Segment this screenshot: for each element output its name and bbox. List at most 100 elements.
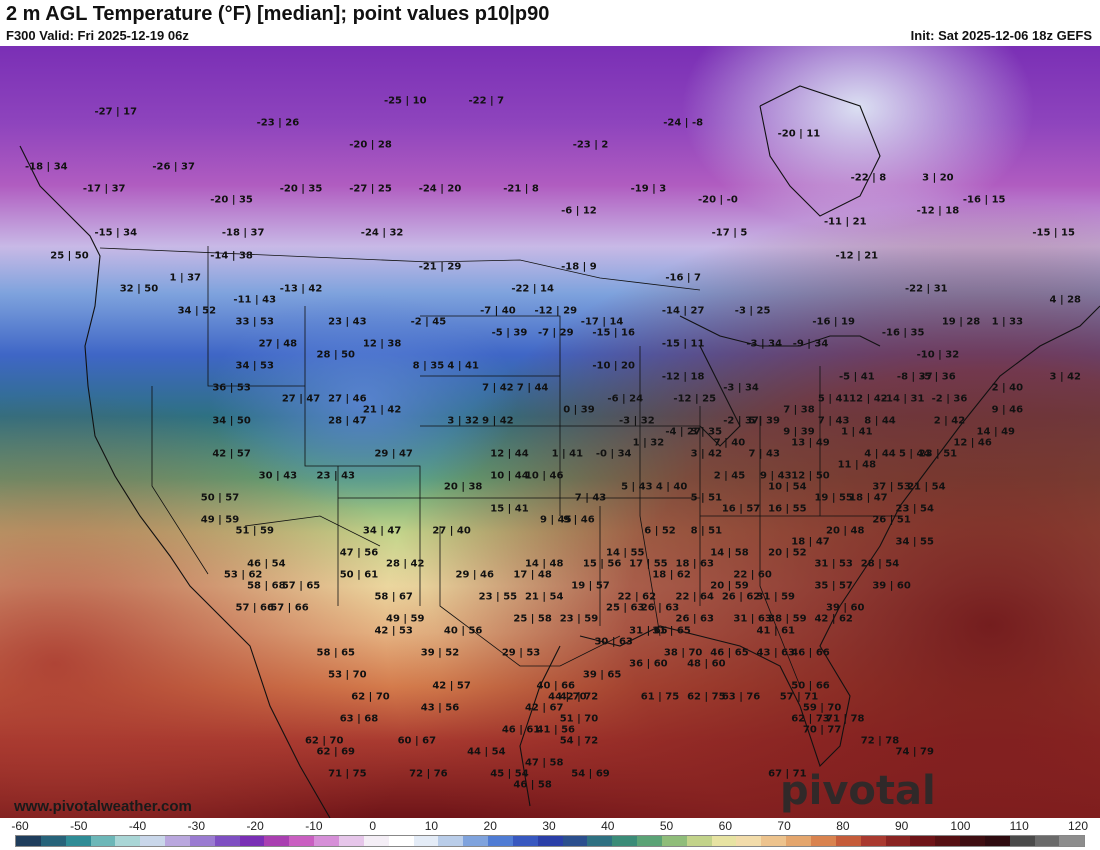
point-value-label: 12 | 42 [849, 393, 888, 405]
color-swatch [984, 836, 1010, 846]
point-value-label: 72 | 76 [409, 768, 448, 780]
color-swatch [885, 836, 911, 846]
point-value-label: -23 | 2 [572, 139, 609, 151]
color-swatch [65, 836, 91, 846]
color-swatch [910, 836, 936, 846]
point-value-label: -15 | 15 [1032, 227, 1075, 239]
point-value-label: 23 | 43 [316, 470, 356, 482]
point-value-label: 25 | 58 [513, 613, 552, 625]
point-value-label: -27 | 25 [349, 183, 392, 195]
color-swatch [16, 836, 41, 846]
color-swatch [140, 836, 166, 846]
color-swatch [1059, 836, 1085, 846]
point-value-label: 40 | 66 [536, 680, 576, 692]
point-value-label: 53 | 62 [223, 569, 263, 581]
point-value-label: 27 | 48 [258, 338, 298, 350]
point-value-label: 14 | 55 [606, 547, 645, 559]
point-value-label: -3 | 34 [746, 338, 783, 350]
color-scale-tick-label: -60 [11, 819, 29, 833]
point-value-label: -20 | 35 [210, 194, 253, 206]
point-value-label: 39 | 60 [826, 602, 865, 614]
point-value-label: 47 | 58 [524, 757, 564, 769]
point-value-label: -3 | 34 [723, 382, 759, 394]
color-scale-tick-label: -50 [70, 819, 88, 833]
point-value-label: 62 | 75 [687, 691, 726, 703]
point-value-label: 19 | 55 [814, 492, 853, 504]
point-value-label: -16 | 35 [881, 327, 925, 339]
point-value-label: -15 | 11 [661, 338, 705, 350]
point-value-label: 58 | 68 [247, 580, 286, 592]
point-value-label: 43 | 56 [420, 702, 460, 714]
point-value-label: 18 | 62 [652, 569, 691, 581]
point-value-label: 49 | 59 [386, 613, 425, 625]
point-value-label: 22 | 64 [675, 591, 714, 603]
point-value-label: 5 | 39 [748, 415, 780, 427]
color-swatch [1009, 836, 1035, 846]
point-value-label: 12 | 46 [953, 437, 992, 449]
chart-title: 2 m AGL Temperature (°F) [median]; point… [6, 3, 550, 25]
point-value-label: 39 | 60 [872, 580, 911, 592]
point-value-label: 17 | 55 [629, 558, 668, 570]
point-value-label: 29 | 46 [455, 569, 494, 581]
point-value-label: 46 | 61 [501, 724, 541, 736]
point-value-label: 2 | 45 [713, 470, 746, 482]
point-value-label: 15 | 41 [490, 503, 529, 515]
point-value-label: 16 | 57 [721, 503, 761, 515]
point-value-label: 3 | 35 [690, 426, 723, 438]
point-value-label: 72 | 78 [860, 735, 900, 747]
color-swatch [935, 836, 961, 846]
color-swatch [786, 836, 811, 846]
color-swatch [811, 836, 836, 846]
point-value-label: -8 | 37 [896, 371, 933, 383]
color-swatch [214, 836, 240, 846]
point-value-label: 20 | 52 [768, 547, 807, 559]
point-value-label: 1 | 32 [632, 437, 665, 449]
point-value-label: 58 | 67 [374, 591, 413, 603]
point-value-label: -12 | 18 [916, 205, 960, 217]
point-value-label: 9 | 46 [563, 514, 595, 526]
point-value-label: -2 | 36 [931, 393, 968, 405]
point-value-label: 2 | 42 [933, 415, 966, 427]
point-value-label: 23 | 55 [478, 591, 518, 603]
point-value-label: 28 | 42 [386, 558, 425, 570]
point-value-label: 6 | 52 [644, 525, 676, 537]
point-value-label: 7 | 42 [482, 382, 514, 394]
point-value-label: 9 | 45 [540, 514, 572, 526]
color-scale-tick-label: 100 [950, 819, 971, 833]
point-value-label: 60 | 67 [397, 735, 437, 747]
point-value-label: 8 | 35 [412, 360, 445, 372]
color-scale-tick-label: -30 [187, 819, 205, 833]
point-value-label: 18 | 47 [849, 492, 888, 504]
point-value-label: -3 | 32 [619, 415, 655, 427]
point-value-label: 7 | 43 [817, 415, 850, 427]
valid-time: F300 Valid: Fri 2025-12-19 06z [6, 28, 189, 43]
point-value-label: 4 | 40 [655, 481, 688, 493]
point-value-label: 44 | 70 [548, 691, 587, 703]
color-swatch [711, 836, 737, 846]
color-swatch [860, 836, 886, 846]
point-value-label: 31 | 65 [629, 625, 668, 636]
temperature-map[interactable]: -27 | 17 -23 | 26 -25 | 10 -22 | 7 -24 | -8 -… [0, 46, 1100, 818]
color-scale-tick-label: 80 [836, 819, 850, 833]
point-value-label: 41 | 56 [536, 724, 576, 736]
color-scale-bar [15, 835, 1085, 847]
point-value-label: 7 | 43 [748, 448, 780, 460]
point-value-label: 32 | 50 [119, 283, 159, 295]
point-value-label: -22 | 14 [511, 283, 554, 295]
point-value-label: 12 | 38 [362, 338, 402, 350]
point-value-label: -3 | 25 [734, 305, 771, 317]
point-value-label: 28 | 54 [860, 558, 900, 570]
point-value-label: 13 | 49 [791, 437, 830, 449]
point-value-label: 33 | 53 [235, 316, 274, 328]
color-swatch [239, 836, 265, 846]
point-value-label: 38 | 59 [768, 613, 807, 625]
point-value-label: 20 | 48 [826, 525, 865, 537]
point-value-label: 21 | 54 [524, 591, 564, 603]
point-value-label: 0 | 39 [563, 404, 595, 416]
color-scale-tick-label: 110 [1009, 819, 1029, 833]
color-swatch [661, 836, 687, 846]
point-value-label: 34 | 55 [895, 536, 934, 548]
point-value-label: 15 | 56 [582, 558, 622, 570]
color-swatch [413, 836, 439, 846]
color-swatch [736, 836, 762, 846]
